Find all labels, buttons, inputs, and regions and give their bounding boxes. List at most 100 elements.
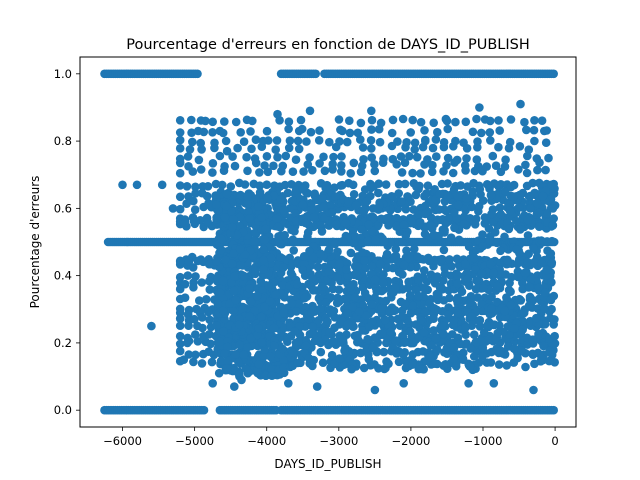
- data-point: [239, 350, 249, 360]
- data-point: [532, 313, 541, 323]
- data-point: [397, 168, 407, 177]
- data-point: [442, 161, 451, 170]
- data-point: [298, 200, 308, 210]
- data-point: [516, 99, 525, 109]
- data-point: [445, 255, 454, 264]
- data-point: [175, 257, 185, 267]
- data-point: [278, 280, 288, 290]
- data-point: [408, 301, 418, 311]
- data-point: [546, 295, 556, 305]
- data-point: [541, 288, 550, 298]
- data-point: [534, 329, 543, 339]
- data-point: [215, 151, 225, 161]
- data-point: [473, 137, 482, 146]
- data-point: [316, 249, 325, 258]
- data-point: [324, 267, 334, 276]
- data-point: [262, 152, 272, 161]
- data-point: [394, 189, 404, 198]
- data-point: [548, 204, 558, 213]
- data-point: [433, 215, 442, 224]
- y-tick-label: 0.8: [54, 134, 72, 148]
- x-tick-label: 0: [551, 434, 558, 448]
- data-point: [353, 128, 363, 138]
- data-point: [257, 213, 267, 222]
- data-point: [384, 359, 393, 369]
- data-point: [236, 128, 245, 137]
- data-point: [284, 143, 294, 153]
- data-point: [500, 312, 510, 322]
- data-point: [472, 245, 481, 255]
- data-point: [508, 192, 518, 201]
- data-point: [378, 158, 388, 167]
- data-point: [505, 137, 515, 147]
- data-point: [495, 203, 505, 212]
- data-point: [251, 158, 261, 168]
- data-point: [379, 347, 389, 357]
- data-point: [465, 298, 475, 307]
- data-point: [132, 180, 142, 190]
- data-point: [371, 235, 380, 245]
- data-point: [469, 352, 479, 361]
- data-point: [221, 136, 231, 146]
- data-point: [246, 297, 256, 307]
- data-point: [546, 249, 556, 258]
- data-point: [335, 137, 344, 146]
- data-point: [486, 259, 495, 269]
- data-point: [197, 278, 207, 287]
- data-point: [485, 128, 495, 137]
- data-point: [267, 371, 277, 381]
- data-point: [505, 206, 515, 216]
- data-point: [223, 356, 232, 365]
- data-point: [229, 286, 239, 296]
- data-point: [335, 354, 344, 363]
- data-point: [308, 361, 317, 371]
- data-point: [387, 128, 397, 138]
- data-point: [493, 297, 502, 307]
- data-point: [235, 212, 245, 222]
- data-point: [399, 260, 409, 270]
- data-point: [315, 126, 324, 135]
- data-point: [309, 222, 318, 232]
- data-point: [203, 218, 213, 227]
- data-point: [364, 355, 374, 364]
- data-point: [489, 379, 499, 388]
- data-point: [208, 128, 217, 137]
- data-point: [212, 321, 221, 330]
- data-point: [232, 230, 242, 240]
- data-point: [506, 115, 516, 124]
- data-point: [382, 213, 392, 223]
- data-point: [236, 190, 245, 200]
- data-point: [472, 155, 482, 164]
- data-point: [187, 128, 196, 137]
- data-point: [343, 319, 353, 329]
- data-point: [183, 338, 192, 348]
- data-point: [523, 215, 533, 225]
- data-point: [496, 246, 505, 256]
- data-point: [369, 182, 379, 191]
- data-point: [242, 152, 251, 162]
- data-point: [512, 216, 521, 226]
- data-point: [208, 159, 218, 168]
- data-point: [290, 327, 299, 336]
- data-point: [414, 291, 423, 301]
- data-point: [513, 272, 523, 282]
- data-point: [468, 187, 478, 196]
- data-point: [255, 181, 265, 190]
- data-point: [539, 341, 548, 351]
- data-point: [259, 265, 268, 274]
- data-point: [190, 314, 199, 324]
- data-point: [287, 225, 296, 235]
- data-point: [327, 350, 337, 360]
- data-point: [398, 312, 407, 321]
- data-point: [175, 314, 185, 323]
- data-point: [468, 127, 478, 137]
- data-point: [399, 350, 408, 359]
- data-point: [367, 125, 376, 134]
- data-point: [283, 188, 293, 198]
- data-point: [400, 299, 410, 309]
- data-point: [308, 286, 318, 295]
- data-point: [311, 69, 321, 79]
- data-point: [308, 301, 317, 311]
- data-point: [538, 191, 548, 201]
- data-point: [370, 166, 380, 176]
